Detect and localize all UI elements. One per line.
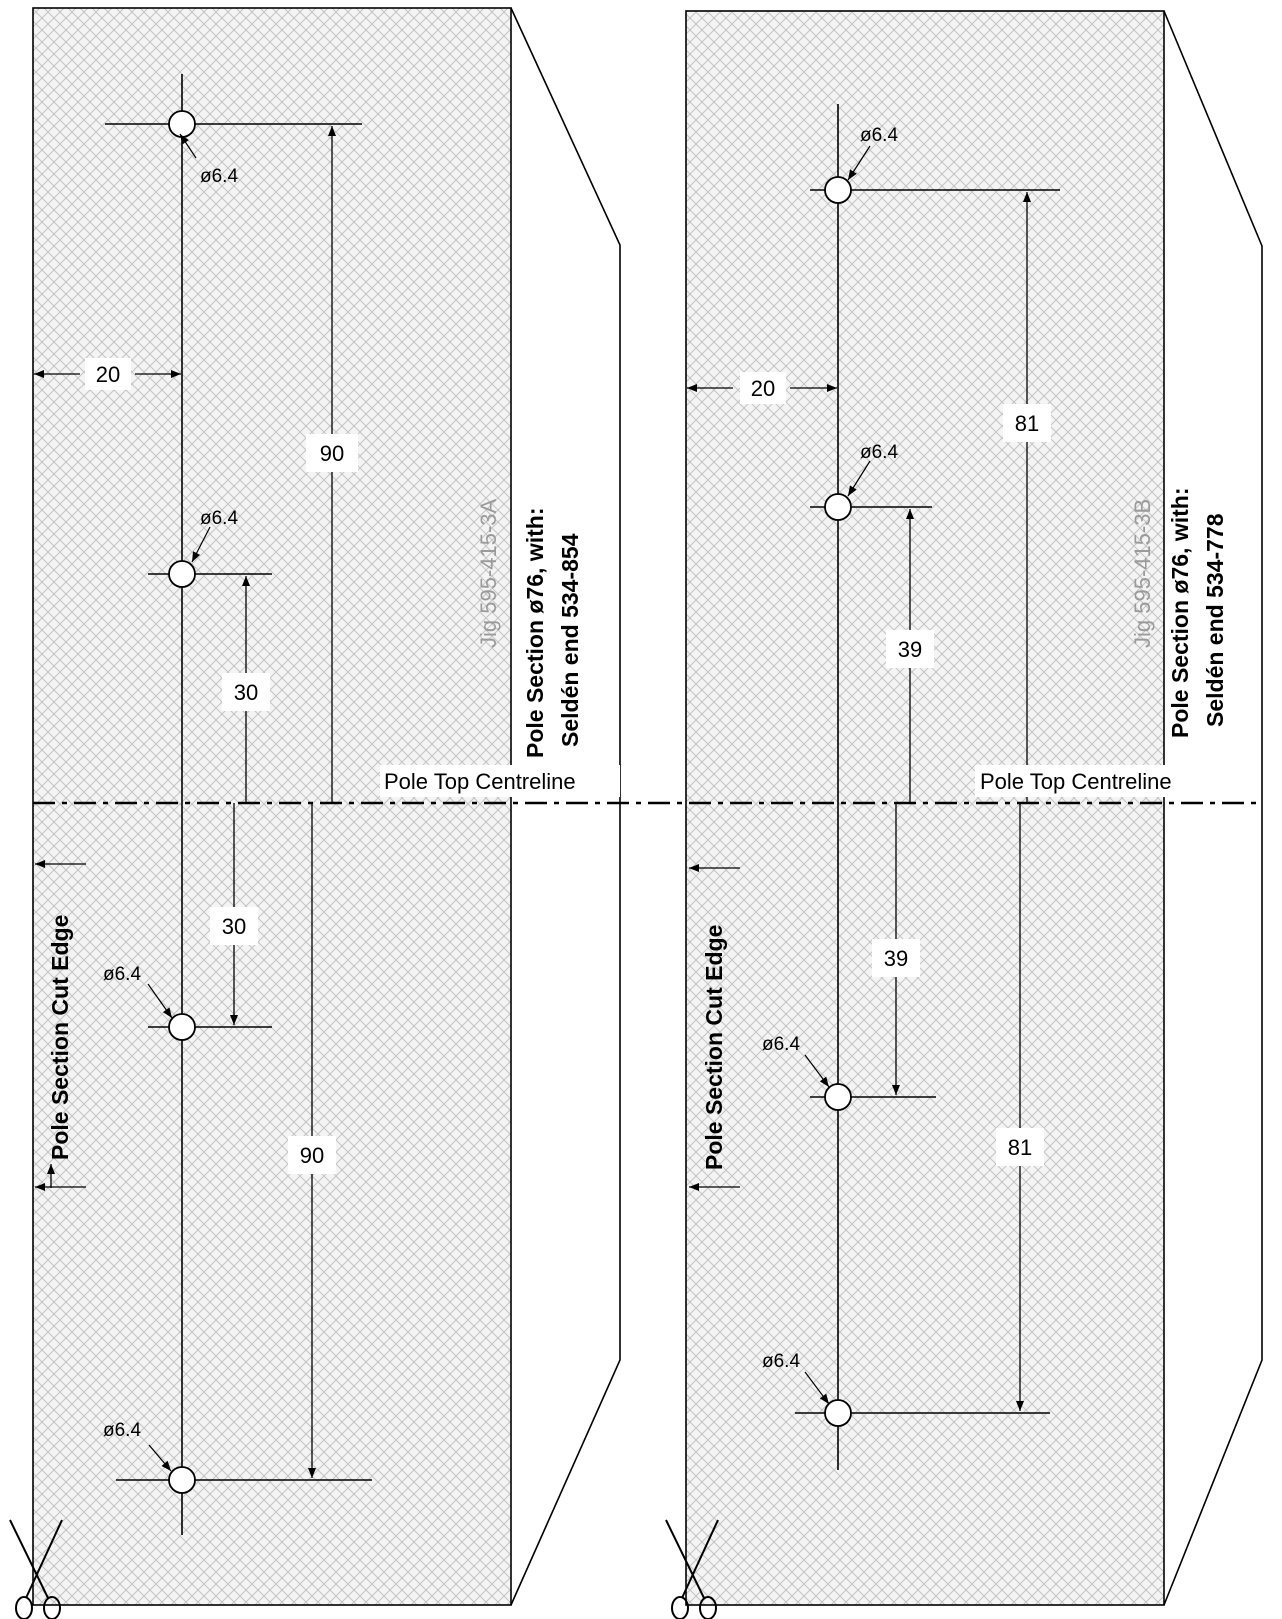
jig-b-side-flap — [1163, 10, 1263, 1606]
jig-a-hole-leader-1 — [179, 133, 197, 159]
jig-b-dim-inner-bottom: 39 — [884, 946, 908, 971]
jig-b-offset-label: 20 — [751, 376, 775, 401]
scissors-icon — [665, 1519, 719, 1619]
jig-b-dim-outer-top: 81 — [1015, 411, 1039, 436]
jig-b-cut-edge-label: Pole Section Cut Edge — [701, 925, 727, 1170]
jig-b-jig-label: Jig 595-415-3B — [1130, 499, 1155, 648]
jig-b-title-line1: Pole Section ø76, with: — [1167, 488, 1193, 738]
scissors-icon — [9, 1519, 63, 1619]
jig-b: ø6.4 ø6.4 ø6.4 ø6.4 20 81 39 39 81 Pole … — [665, 10, 1263, 1619]
jig-a-dim-outer-top: 90 — [320, 441, 344, 466]
jig-a-hole-label-1: ø6.4 — [200, 166, 238, 187]
jig-a-hole-leader-4 — [148, 1444, 172, 1472]
jig-a-title-line2: Seldén end 534-854 — [557, 533, 583, 747]
jig-b-hole-label-4: ø6.4 — [762, 1351, 800, 1372]
jig-b-hole-label-1: ø6.4 — [860, 125, 898, 146]
jig-a-title-line1: Pole Section ø76, with: — [522, 508, 548, 758]
jig-a-jig-label: Jig 595-415-3A — [476, 498, 501, 648]
jig-b-hole-2 — [824, 493, 852, 521]
jig-b-hatched-panel — [685, 10, 1165, 1606]
jig-a-side-flap — [510, 7, 621, 1606]
jig-b-dim-outer-bottom: 81 — [1008, 1135, 1032, 1160]
jig-b-hole-label-2: ø6.4 — [860, 442, 898, 463]
jig-a-hatched-panel — [32, 7, 512, 1606]
jig-b-hole-leader-1 — [847, 145, 871, 181]
jig-a-centreline-label: Pole Top Centreline — [384, 769, 576, 794]
jig-a-hole-label-2: ø6.4 — [200, 508, 238, 529]
jig-a-hole-leader-3 — [147, 983, 173, 1019]
jig-a-hole-4 — [168, 1466, 196, 1494]
jig-b-hole-1 — [824, 176, 852, 204]
jig-b-centreline-label: Pole Top Centreline — [980, 769, 1172, 794]
jig-a-hole-label-4: ø6.4 — [103, 1420, 141, 1441]
jig-b-hole-leader-4 — [804, 1371, 830, 1405]
jig-b-hole-3 — [824, 1083, 852, 1111]
jig-a-hole-3 — [168, 1013, 196, 1041]
jig-b-hole-leader-3 — [804, 1054, 830, 1088]
jig-b-dim-inner-top: 39 — [898, 637, 922, 662]
jig-a-offset-label: 20 — [96, 362, 120, 387]
jig-a-dim-inner-bottom: 30 — [222, 914, 246, 939]
jig-a-hole-1 — [168, 110, 196, 138]
jig-a-hole-leader-2 — [191, 526, 211, 563]
jig-a-dim-outer-bottom: 90 — [300, 1143, 324, 1168]
jig-b-hole-label-3: ø6.4 — [762, 1034, 800, 1055]
jig-a-dim-inner-top: 30 — [234, 680, 258, 705]
jig-a-hole-2 — [168, 560, 196, 588]
jig-b-hole-4 — [824, 1399, 852, 1427]
jig-a: ø6.4 ø6.4 ø6.4 ø6.4 20 90 30 30 90 Pole … — [9, 7, 621, 1619]
jig-a-cut-edge-label: Pole Section Cut Edge — [47, 915, 73, 1160]
jig-b-title-line2: Seldén end 534-778 — [1202, 513, 1228, 727]
jig-a-hole-label-3: ø6.4 — [103, 964, 141, 985]
jig-b-hole-leader-2 — [847, 460, 871, 497]
